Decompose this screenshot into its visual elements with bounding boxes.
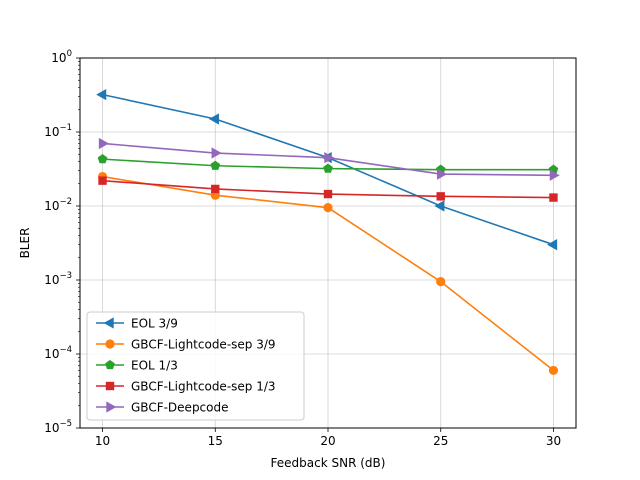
- legend-label: EOL 1/3: [131, 359, 178, 373]
- data-point: [98, 137, 109, 150]
- x-tick-label: 25: [433, 434, 448, 448]
- data-point: [208, 113, 219, 125]
- legend-label: GBCF-Lightcode-sep 3/9: [131, 338, 276, 352]
- legend-label: EOL 3/9: [131, 317, 178, 331]
- y-tick-label-base: 10: [44, 421, 59, 435]
- y-tick-label-exponent: 0: [67, 49, 72, 59]
- data-point: [210, 160, 221, 170]
- y-tick-label: 10−5: [44, 419, 72, 435]
- series-2: [97, 154, 559, 174]
- y-tick-label-base: 10: [44, 273, 59, 287]
- y-tick-label-base: 10: [44, 347, 59, 361]
- y-tick-label: 10−3: [44, 271, 72, 287]
- x-tick-label: 15: [208, 434, 223, 448]
- y-tick-label-base: 10: [44, 199, 59, 213]
- data-point: [98, 176, 107, 185]
- legend-marker: [105, 339, 115, 349]
- y-axis-label: BLER: [18, 228, 32, 259]
- legend-marker: [105, 359, 115, 370]
- data-point: [211, 147, 222, 159]
- x-tick-label: 10: [95, 434, 110, 448]
- series-3: [98, 176, 558, 202]
- data-point: [437, 168, 448, 180]
- data-point: [436, 192, 445, 201]
- legend-label: GBCF-Deepcode: [131, 401, 229, 415]
- data-point: [547, 239, 558, 251]
- y-tick-label: 10−1: [44, 123, 72, 139]
- y-tick-label-exponent: −4: [59, 345, 72, 355]
- y-tick-label: 10−2: [44, 197, 72, 213]
- data-point: [97, 154, 108, 164]
- y-tick-label: 100: [51, 49, 72, 65]
- legend-marker: [105, 381, 115, 391]
- data-point: [211, 184, 220, 194]
- y-tick-label-base: 10: [44, 125, 59, 139]
- x-axis-label: Feedback SNR (dB): [271, 456, 386, 470]
- data-point: [323, 189, 333, 199]
- data-point: [436, 277, 446, 287]
- data-point: [434, 200, 445, 212]
- data-point: [323, 163, 333, 173]
- series-4: [98, 137, 560, 181]
- x-tick-label: 20: [320, 434, 335, 448]
- y-tick-label-exponent: −1: [59, 123, 72, 133]
- y-tick-label-exponent: −3: [59, 271, 72, 281]
- series-layer: [96, 88, 560, 376]
- y-tick-label-base: 10: [51, 51, 66, 65]
- legend-box: [86, 311, 305, 421]
- data-point: [323, 203, 333, 213]
- data-point: [96, 88, 107, 101]
- legend-label: GBCF-Lightcode-sep 1/3: [131, 380, 276, 394]
- data-point: [549, 169, 560, 181]
- y-tick-label: 10−4: [44, 345, 72, 361]
- x-tick-label: 30: [546, 434, 561, 448]
- data-point: [549, 193, 558, 202]
- legend-marker: [103, 317, 114, 329]
- data-point: [324, 152, 335, 164]
- y-tick-label-exponent: −2: [59, 197, 72, 207]
- legend-marker: [106, 401, 117, 413]
- data-point: [548, 365, 559, 376]
- y-tick-label-exponent: −5: [59, 419, 72, 429]
- legend: EOL 3/9 GBCF-Lightcode-sep 3/9 EOL 1/3 GBCF…: [86, 311, 305, 421]
